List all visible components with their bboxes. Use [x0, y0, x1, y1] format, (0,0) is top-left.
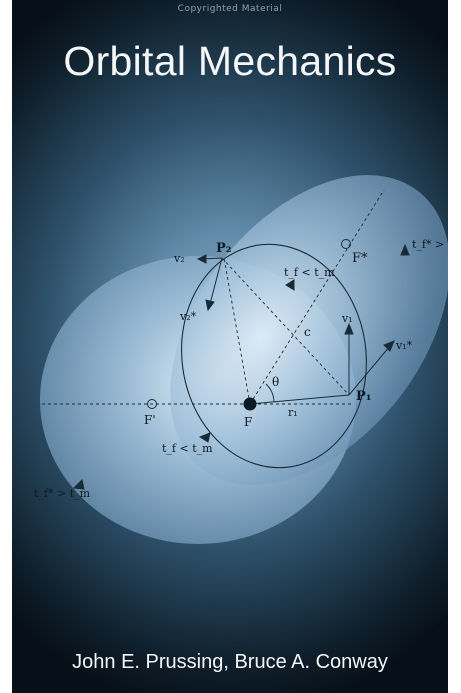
label-r1: r₁: [288, 406, 298, 419]
copyright-watermark: Copyrighted Material: [177, 4, 283, 14]
label-tf-lt-tm-lower: t_f < t_m: [162, 442, 213, 455]
velocity-arrows: [72, 243, 410, 490]
label-tf-gt-tm-right: t_f* > t_m: [412, 238, 448, 251]
book-authors: John E. Prussing, Bruce A. Conway: [72, 651, 388, 673]
orbit-diagram: P₂ P₁ F F* F' c θ r₁ v₂ v₂* v₁ v₁* t_f <…: [34, 175, 448, 544]
label-f: F: [244, 415, 252, 429]
label-p1: P₁: [356, 389, 371, 404]
radius-r2: [223, 257, 251, 405]
focus-f: [243, 397, 257, 411]
transfer-ellipse: [181, 243, 367, 469]
label-v1-star: v₁*: [395, 339, 413, 352]
label-v2-star: v₂*: [179, 310, 197, 323]
label-tf-lt-tm-upper: t_f < t_m: [284, 266, 335, 279]
book-title: Orbital Mechanics: [63, 38, 397, 84]
label-v2-top: v₂: [173, 252, 185, 265]
orbit-ellipse-tilted: [170, 175, 448, 485]
label-p2: P₂: [216, 241, 231, 256]
book-cover: Copyrighted Material Orbital Mechanics: [12, 0, 448, 693]
label-theta: θ: [272, 375, 279, 389]
chord-line-c: [221, 257, 350, 396]
focus-f-prime: [147, 399, 157, 409]
label-tf-gt-tm-left: t_f* > t_m: [34, 487, 91, 500]
label-f-prime: F': [144, 413, 156, 427]
label-v1: v₁: [341, 312, 353, 325]
theta-arc: [265, 383, 275, 403]
label-c: c: [304, 325, 311, 339]
focal-axis-line: [249, 189, 385, 405]
focus-f-star: [341, 239, 351, 249]
radius-r1: [249, 394, 350, 405]
label-f-star: F*: [352, 251, 368, 266]
